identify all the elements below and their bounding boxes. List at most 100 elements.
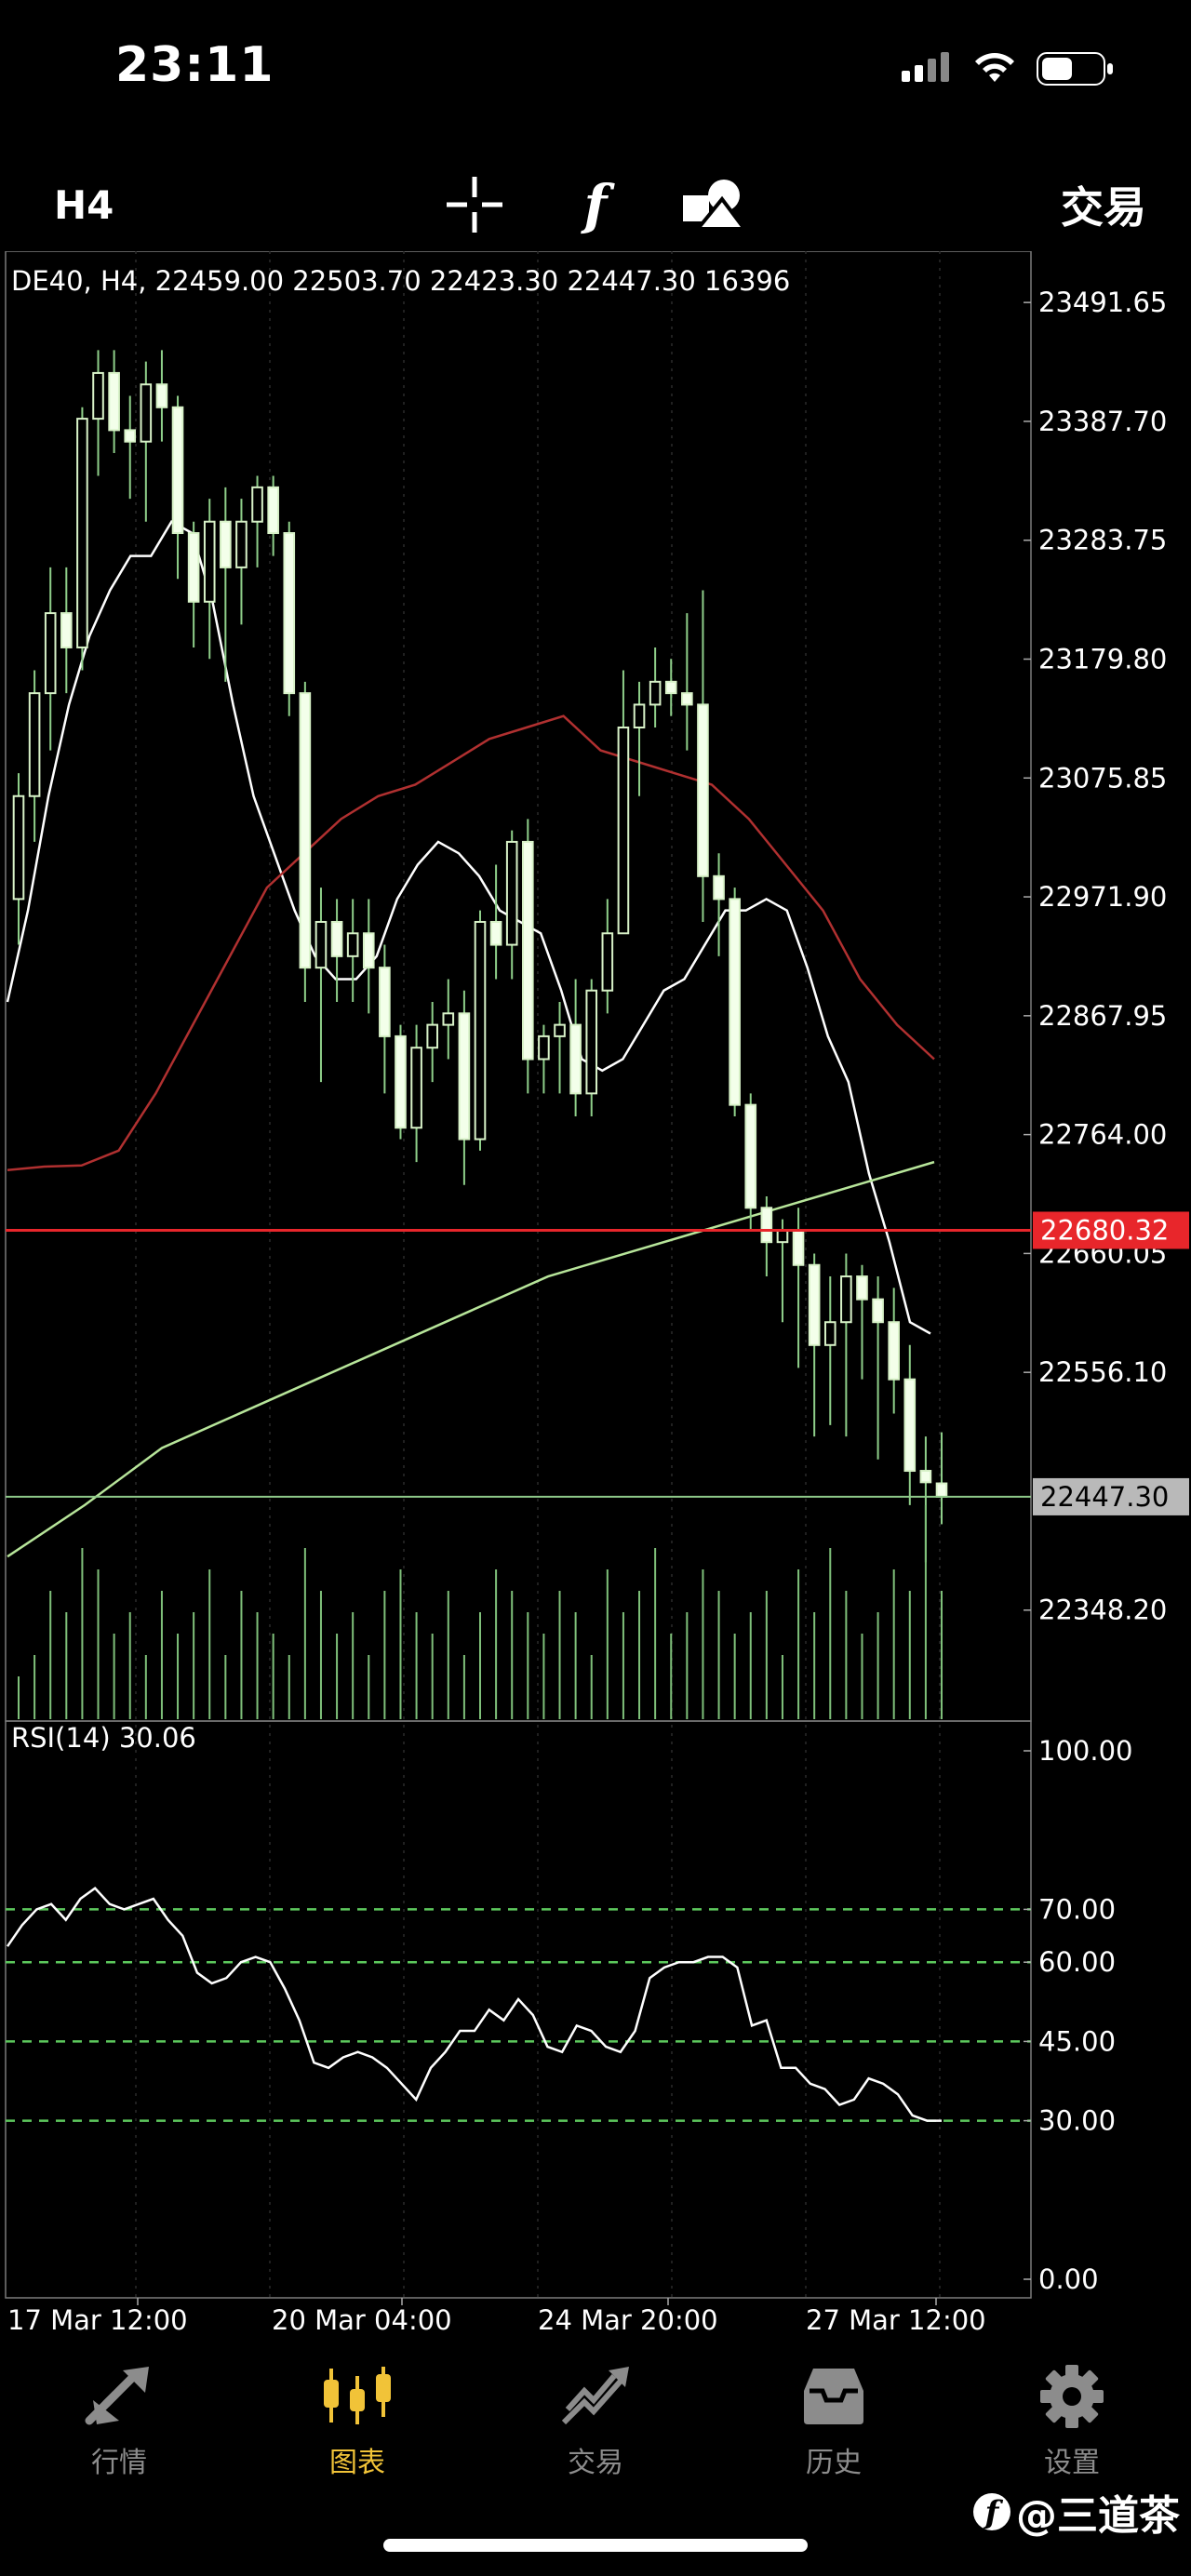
nav-label-chart: 图表 (329, 2447, 385, 2479)
candle (585, 979, 598, 1116)
candle-body (44, 612, 57, 695)
rsi-axis-label: 60.00 (1038, 1946, 1116, 1978)
candle (569, 979, 582, 1116)
candle-body (617, 727, 630, 935)
candle (330, 899, 343, 1003)
nav-history[interactable]: 历史 (715, 2335, 953, 2493)
timeframe-button[interactable]: H4 (54, 181, 114, 228)
candle-body (395, 1034, 407, 1129)
candle (12, 773, 25, 945)
candle (823, 1276, 836, 1425)
candle-body (808, 1263, 821, 1346)
quotes-icon (85, 2367, 149, 2425)
candle-body (155, 383, 168, 408)
chart-icon (324, 2367, 391, 2424)
candle (664, 659, 677, 716)
objects-shapes-icon[interactable] (681, 158, 746, 251)
nav-chart[interactable]: 图表 (238, 2335, 476, 2493)
candle-body (12, 794, 25, 901)
price-label: 23179.80 (1038, 643, 1167, 674)
candle-body (554, 1023, 566, 1037)
candle (346, 899, 359, 1003)
candle (729, 888, 741, 1116)
candle-body (729, 898, 741, 1106)
candle-body (299, 692, 312, 969)
candle (808, 1253, 821, 1437)
price-chart[interactable]: 100.00 70.00 60.00 45.00 30.00 0.00 23491.65 2… (0, 251, 1191, 2335)
candle-body (840, 1275, 852, 1324)
candle-body (681, 692, 693, 706)
candle (744, 1093, 757, 1231)
candle (681, 613, 693, 751)
ask-price-label: 22680.32 (1040, 1214, 1169, 1246)
candle-body (235, 520, 248, 568)
candle (171, 395, 184, 580)
rsi-title: RSI(14) 30.06 (11, 1722, 196, 1754)
trade-icon (561, 2367, 629, 2425)
price-label: 22764.00 (1038, 1119, 1167, 1151)
nav-label-trade: 交易 (568, 2447, 623, 2479)
nav-quotes[interactable]: 行情 (0, 2335, 238, 2493)
candle-body (823, 1321, 836, 1346)
ma-fast-line (6, 520, 931, 1335)
rsi-axis-label: 0.00 (1038, 2263, 1099, 2295)
rsi-axis-label: 30.00 (1038, 2105, 1116, 2137)
settings-icon (1040, 2365, 1104, 2428)
crosshair-icon[interactable] (445, 158, 504, 251)
time-label: 24 Mar 20:00 (538, 2304, 718, 2335)
chart-toolbar: H4 f 交易 (0, 158, 1191, 251)
home-indicator[interactable] (383, 2539, 808, 2552)
candle (267, 475, 279, 556)
candle-body (919, 1470, 932, 1484)
candle-body (664, 680, 677, 695)
candle (474, 910, 487, 1151)
candle-body (856, 1275, 868, 1301)
candle (458, 990, 471, 1185)
nav-settings[interactable]: 设置 (953, 2335, 1191, 2493)
candle (283, 521, 296, 716)
candle-body (458, 1012, 471, 1141)
candle-body (346, 932, 359, 957)
candle (903, 1344, 917, 1505)
candle (633, 681, 646, 796)
candle-body (60, 612, 73, 648)
candle-body (92, 371, 104, 420)
candle-body (267, 486, 279, 535)
candle-body (760, 1207, 773, 1244)
candle-body (442, 1012, 455, 1026)
candle (617, 670, 630, 935)
chart-header: DE40, H4, 22459.00 22503.70 22423.30 224… (11, 265, 790, 297)
price-label: 22867.95 (1038, 1000, 1167, 1032)
candle-body (283, 532, 296, 695)
candle-body (872, 1298, 884, 1324)
price-label: 22971.90 (1038, 881, 1167, 913)
candle (362, 899, 375, 1014)
candle-body (585, 989, 598, 1095)
rsi-axis-label: 45.00 (1038, 2025, 1116, 2057)
candle-body (633, 703, 646, 729)
candle (505, 830, 518, 980)
trade-button[interactable]: 交易 (1061, 182, 1146, 233)
price-label: 22348.20 (1038, 1595, 1167, 1626)
candle (713, 853, 725, 956)
candle (935, 1432, 948, 1525)
indicators-function-button[interactable]: f (583, 173, 608, 236)
price-label: 22556.10 (1038, 1356, 1167, 1388)
candle-body (124, 429, 137, 443)
candle-body (792, 1229, 805, 1266)
candle-body (474, 920, 487, 1141)
candle-body (505, 840, 518, 946)
status-time: 23:11 (115, 37, 274, 93)
price-label: 23075.85 (1038, 762, 1167, 794)
nav-trade[interactable]: 交易 (476, 2335, 715, 2493)
candle (314, 888, 328, 1083)
candle (776, 1219, 789, 1323)
rsi-panel-frame (5, 1720, 1032, 2299)
price-label: 23491.65 (1038, 287, 1167, 318)
candle-body (171, 406, 184, 535)
candle-body (203, 520, 216, 603)
watermark-logo-icon: f (973, 2493, 1010, 2531)
candle-body (569, 1023, 582, 1095)
candle (44, 567, 57, 751)
candle (538, 1024, 550, 1094)
